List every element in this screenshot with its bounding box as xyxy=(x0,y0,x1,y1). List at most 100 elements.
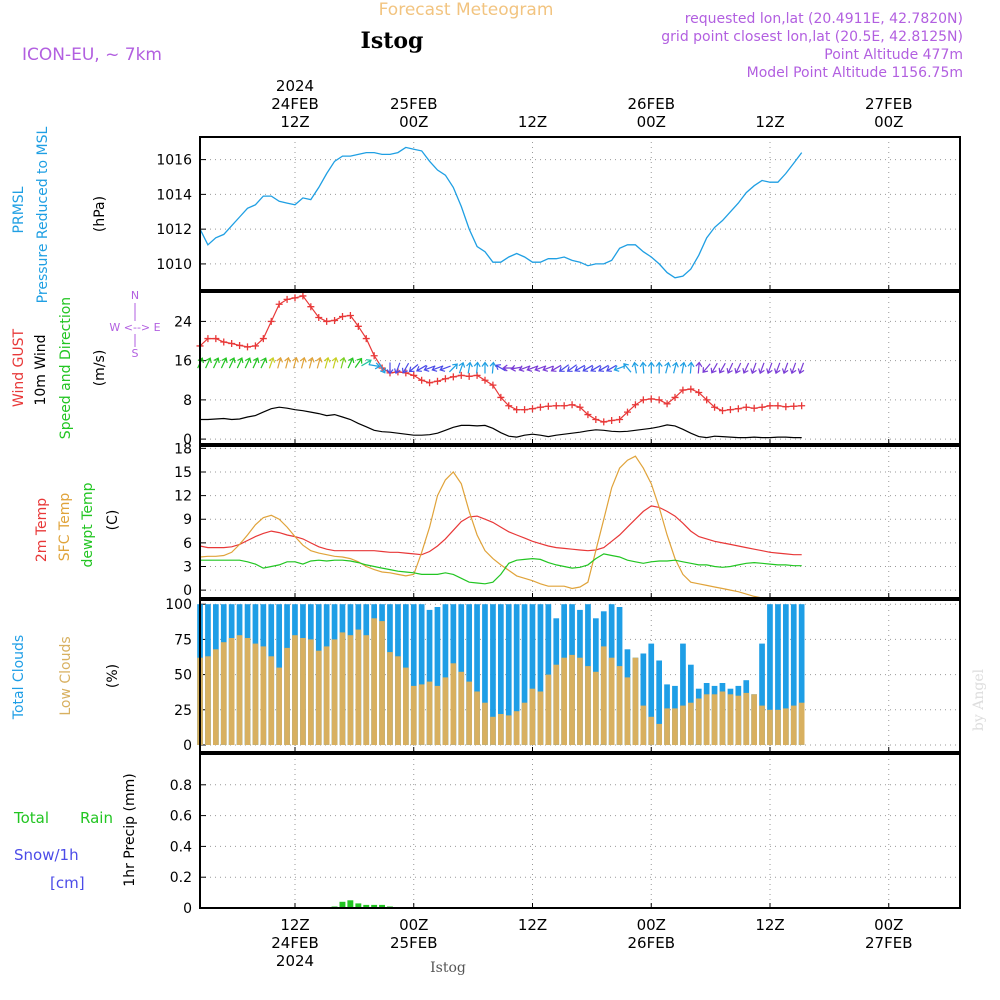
gust-marker xyxy=(687,385,695,393)
panel-3-ytick-label: 100 xyxy=(165,597,192,613)
wind-10m-label: 10m Wind xyxy=(33,334,49,405)
wind-direction-arrow xyxy=(702,363,711,373)
wind-direction-arrow xyxy=(252,357,260,369)
gust-marker xyxy=(631,401,639,409)
wind-direction-arrow xyxy=(212,357,220,369)
low-cloud-bar xyxy=(545,674,552,745)
gust-marker xyxy=(624,408,631,416)
low-cloud-bar xyxy=(252,643,259,745)
total-cloud-bar xyxy=(426,609,433,745)
gust-marker xyxy=(291,294,299,302)
gust-marker xyxy=(663,400,671,408)
wind-direction-arrow xyxy=(408,364,419,373)
gust-marker xyxy=(362,335,370,343)
rain-bar xyxy=(363,904,370,908)
gust-marker xyxy=(410,371,418,379)
panel-2-ytick-label: 15 xyxy=(174,465,192,481)
precip-rain-label: Rain xyxy=(80,809,113,827)
wind-direction-arrow xyxy=(710,362,718,374)
wind-direction-arrow xyxy=(613,365,626,372)
gust-marker xyxy=(782,403,790,411)
wind-direction-arrow xyxy=(268,356,276,369)
gust-marker xyxy=(236,341,244,349)
total-cloud-bar xyxy=(790,604,797,745)
wind-direction-arrow xyxy=(416,364,427,372)
plot-layers: 1010101210141016081624036912151802550751… xyxy=(156,137,961,917)
gust-marker xyxy=(465,372,473,380)
wind-direction-arrow xyxy=(534,365,546,372)
total-cloud-bar xyxy=(680,643,686,745)
total-cloud-bar xyxy=(418,604,425,745)
total-cloud-bar xyxy=(466,604,472,745)
panel-1-ytick-label: 24 xyxy=(174,314,192,330)
panel-3-ytick-label: 0 xyxy=(183,738,192,754)
gust-marker xyxy=(600,418,608,426)
low-cloud-bar xyxy=(569,654,575,745)
gust-marker xyxy=(639,396,647,404)
total-cloud-bar xyxy=(767,604,773,745)
low-cloud-bar xyxy=(410,685,417,745)
panel-1-ytick-label: 16 xyxy=(174,354,192,370)
wind-direction-arrow xyxy=(758,362,765,375)
gust-marker xyxy=(616,415,624,423)
temp-sfc-line xyxy=(199,455,802,600)
panel-2-ytick-label: 9 xyxy=(183,512,192,528)
gust-marker xyxy=(734,405,742,413)
low-cloud-bar xyxy=(434,685,441,745)
station-name: Istog xyxy=(361,28,424,54)
low-cloud-bar xyxy=(561,657,567,745)
gust-marker xyxy=(481,376,489,384)
bottom-tick-label: 12Z xyxy=(755,916,784,934)
wind-direction-arrow xyxy=(228,357,236,369)
wind-direction-arrow xyxy=(664,361,671,374)
panel-3-ytick-label: 75 xyxy=(174,632,192,648)
top-tick-label: 00Z xyxy=(637,113,666,131)
gust-marker xyxy=(592,415,600,423)
total-cloud-bar xyxy=(442,604,449,745)
gust-marker xyxy=(267,317,275,325)
precip-labels: Total Rain Snow/1h [cm] 1hr Precip (mm) xyxy=(13,773,138,892)
low-cloud-bar xyxy=(355,629,362,745)
wind-direction-arrow xyxy=(797,362,805,375)
precip-total-label: Total xyxy=(13,809,49,827)
total-clouds-label: Total Clouds xyxy=(11,635,27,720)
low-cloud-bar xyxy=(498,714,504,745)
top-tick-label: 2024 xyxy=(276,77,314,95)
low-cloud-bar xyxy=(292,635,298,745)
panel-0-ytick-label: 1012 xyxy=(156,222,192,238)
rain-bar xyxy=(347,900,354,908)
gust-marker xyxy=(497,393,505,401)
low-cloud-bar xyxy=(363,635,370,745)
panel-3-ytick-label: 50 xyxy=(174,668,192,684)
rain-bar xyxy=(371,904,378,908)
precip-snow-label: Snow/1h xyxy=(14,846,79,864)
total-cloud-bar xyxy=(545,604,552,745)
wind-direction-arrow xyxy=(394,362,401,375)
panel-1-axes: 0 8 16 24 xyxy=(174,292,960,448)
low-cloud-bar xyxy=(632,657,639,745)
gust-marker xyxy=(742,403,750,411)
bottom-tick-label: 27FEB xyxy=(865,934,912,952)
compass-west-east: W <--> E xyxy=(109,321,160,334)
wind-gust-label: Wind GUST xyxy=(11,328,27,407)
top-tick-label: 12Z xyxy=(755,113,784,131)
total-cloud-bar xyxy=(513,604,520,745)
low-cloud-bar xyxy=(490,716,496,745)
low-cloud-bar xyxy=(616,666,623,745)
wind-direction-arrow xyxy=(687,361,695,374)
gust-marker xyxy=(418,376,426,384)
low-cloud-bar xyxy=(743,692,750,745)
low-cloud-bar xyxy=(529,688,536,745)
wind-direction-arrow xyxy=(655,361,663,374)
total-cloud-bar xyxy=(434,607,441,745)
gust-marker xyxy=(774,402,782,410)
wind-direction-arrow xyxy=(781,362,789,375)
panel-4-ytick-label: 0.8 xyxy=(170,778,192,794)
low-cloud-bar xyxy=(767,709,773,745)
low-cloud-bar xyxy=(719,691,726,745)
gust-marker xyxy=(204,335,212,343)
wind-direction-arrow xyxy=(244,357,252,369)
low-cloud-bar xyxy=(537,691,544,745)
panel-2-ytick-label: 6 xyxy=(183,536,192,552)
low-cloud-bar xyxy=(624,677,631,745)
